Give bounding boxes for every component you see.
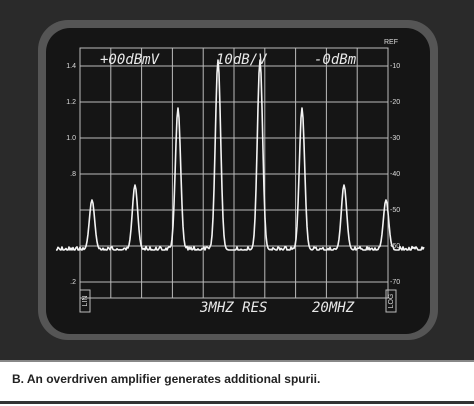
footer-span: 20MHZ bbox=[312, 300, 355, 316]
header-center: 10dB/V bbox=[216, 52, 268, 68]
mode-left: LIN bbox=[82, 296, 89, 307]
right-scale-label: -50 bbox=[390, 207, 400, 214]
right-scale-label: -20 bbox=[390, 99, 400, 106]
caption: B. An overdriven amplifier generates add… bbox=[12, 372, 321, 386]
right-scale-label: -10 bbox=[390, 63, 400, 70]
left-scale-label: 1.0 bbox=[66, 135, 76, 142]
crt-screen bbox=[46, 28, 430, 334]
right-scale-label: -30 bbox=[390, 135, 400, 142]
right-scale-label: -60 bbox=[390, 243, 400, 250]
bottom-rule bbox=[0, 401, 474, 404]
divider bbox=[0, 360, 474, 362]
header-right: -0dBm bbox=[314, 52, 357, 68]
graticule bbox=[79, 47, 389, 299]
left-scale-label: .2 bbox=[70, 279, 76, 286]
left-scale-label: 1.4 bbox=[66, 63, 76, 70]
left-scale-label: 1.2 bbox=[66, 99, 76, 106]
mode-box-left bbox=[79, 289, 91, 313]
right-scale-label: -40 bbox=[390, 171, 400, 178]
spectrum-trace bbox=[55, 59, 425, 251]
ref-label: REF bbox=[384, 39, 398, 46]
mode-box-right bbox=[385, 289, 397, 313]
right-scale-label: -70 bbox=[390, 279, 400, 286]
footer-resolution: 3MHZ RES bbox=[199, 300, 267, 316]
header-left: +00dBmV bbox=[100, 52, 161, 68]
mode-right: LOG bbox=[388, 294, 395, 309]
left-scale-label: .8 bbox=[70, 171, 76, 178]
photo: +00dBmV 10dB/V -0dBm REF 3MHZ RES 20MHZ … bbox=[0, 0, 474, 360]
